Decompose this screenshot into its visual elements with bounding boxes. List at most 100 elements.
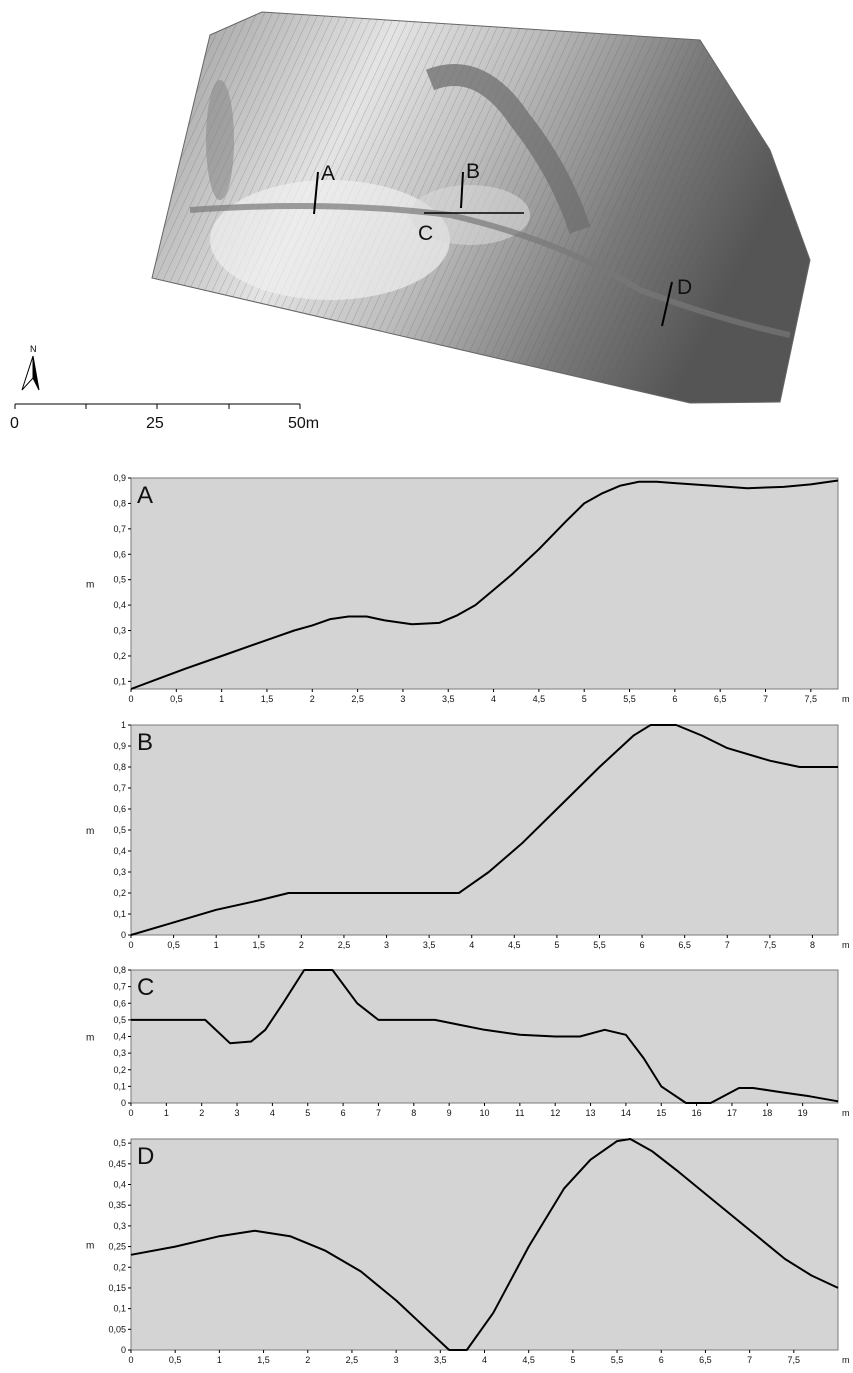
section-line-b (460, 171, 464, 209)
section-label-b: B (466, 160, 480, 183)
terrain-surface (151, 11, 811, 404)
x-tick-label-b-7: 3,5 (423, 940, 436, 950)
x-tick-label-a-13: 6,5 (714, 694, 727, 704)
x-tick-label-b-16: 8 (810, 940, 815, 950)
y-tick-label-b-1: 0,1 (113, 909, 126, 919)
x-tick-label-d-11: 5,5 (611, 1355, 624, 1365)
x-tick-label-a-11: 5,5 (623, 694, 636, 704)
y-tick-label-d-7: 0,35 (108, 1200, 126, 1210)
y-tick-label-a-4: 0,5 (113, 575, 126, 585)
x-tick-label-a-9: 4,5 (533, 694, 546, 704)
plot-area-b (130, 724, 839, 936)
x-tick-label-c-12: 12 (550, 1108, 560, 1118)
scale-label-50: 50m (288, 415, 319, 432)
x-tick-label-d-0: 0 (128, 1355, 133, 1365)
x-tick-label-c-9: 9 (447, 1108, 452, 1118)
y-tick-label-d-4: 0,2 (113, 1262, 126, 1272)
plot-area-a (130, 477, 839, 690)
x-tick-label-d-10: 5 (570, 1355, 575, 1365)
x-tick-label-c-4: 4 (270, 1108, 275, 1118)
y-tick-label-a-2: 0,3 (113, 626, 126, 636)
x-tick-label-a-3: 1,5 (261, 694, 274, 704)
y-tick-label-c-1: 0,1 (113, 1081, 126, 1091)
y-tick-label-b-4: 0,4 (113, 846, 126, 856)
y-tick-label-d-2: 0,1 (113, 1304, 126, 1314)
y-tick-label-c-3: 0,3 (113, 1048, 126, 1058)
y-tick-label-a-1: 0,2 (113, 651, 126, 661)
y-axis-label-c: m (86, 1033, 94, 1044)
x-tick-label-c-15: 15 (656, 1108, 666, 1118)
contour-map: A B C D N 0 25 50m (0, 0, 853, 440)
x-tick-label-c-16: 16 (692, 1108, 702, 1118)
y-tick-label-c-2: 0,2 (113, 1065, 126, 1075)
panel-label-b: B (137, 729, 153, 756)
scale-label-25: 25 (146, 415, 164, 432)
x-tick-label-c-6: 6 (341, 1108, 346, 1118)
x-tick-label-a-5: 2,5 (351, 694, 364, 704)
section-label-a: A (321, 162, 335, 185)
x-tick-label-b-6: 3 (384, 940, 389, 950)
x-tick-label-a-14: 7 (763, 694, 768, 704)
x-tick-label-d-3: 1,5 (257, 1355, 270, 1365)
y-tick-label-d-10: 0,5 (113, 1138, 126, 1148)
y-tick-label-c-8: 0,8 (113, 965, 126, 975)
y-tick-label-d-8: 0,4 (113, 1180, 126, 1190)
x-tick-label-b-11: 5,5 (593, 940, 606, 950)
x-tick-label-d-12: 6 (659, 1355, 664, 1365)
x-tick-label-d-9: 4,5 (522, 1355, 535, 1365)
panel-label-c: C (137, 974, 154, 1001)
y-axis-label-d: m (86, 1241, 94, 1252)
y-axis-label-b: m (86, 826, 94, 837)
x-tick-label-a-15: 7,5 (805, 694, 818, 704)
x-tick-label-b-5: 2,5 (338, 940, 351, 950)
x-tick-label-d-7: 3,5 (434, 1355, 447, 1365)
panel-label-a: A (137, 482, 153, 509)
y-tick-label-a-3: 0,4 (113, 600, 126, 610)
y-tick-label-c-6: 0,6 (113, 998, 126, 1008)
x-tick-label-c-7: 7 (376, 1108, 381, 1118)
y-tick-label-b-0: 0 (121, 930, 126, 940)
x-tick-label-d-2: 1 (217, 1355, 222, 1365)
y-tick-label-b-7: 0,7 (113, 783, 126, 793)
x-tick-label-d-6: 3 (394, 1355, 399, 1365)
x-tick-label-a-1: 0,5 (170, 694, 183, 704)
section-line-a (313, 171, 319, 215)
profile-charts: 0,1 0,2 0,3 0,4 0,5 0,6 0,7 0,8 0,9 0 0,5 1 1,5 2 2,5 3… (86, 473, 850, 1365)
x-tick-label-a-0: 0 (128, 694, 133, 704)
x-tick-label-d-13: 6,5 (699, 1355, 712, 1365)
x-tick-label-a-2: 1 (219, 694, 224, 704)
x-tick-label-c-17: 17 (727, 1108, 737, 1118)
y-tick-label-b-8: 0,8 (113, 762, 126, 772)
x-tick-label-d-14: 7 (747, 1355, 752, 1365)
plot-area-c (130, 969, 839, 1104)
scale-bar: 0 25 50m (10, 403, 319, 432)
x-tick-label-d-4: 2 (305, 1355, 310, 1365)
y-tick-label-b-5: 0,5 (113, 825, 126, 835)
x-tick-label-c-13: 13 (586, 1108, 596, 1118)
profile-line-a (130, 479, 839, 690)
x-tick-label-b-0: 0 (128, 940, 133, 950)
x-tick-label-c-8: 8 (411, 1108, 416, 1118)
y-tick-label-a-5: 0,6 (113, 549, 126, 559)
x-tick-label-b-10: 5 (554, 940, 559, 950)
x-unit-label-c: m (842, 1108, 850, 1118)
x-tick-label-c-11: 11 (515, 1108, 524, 1118)
x-tick-label-c-5: 5 (305, 1108, 310, 1118)
section-lines: A B C D (313, 160, 692, 327)
profile-line-b (130, 724, 838, 936)
scale-label-0: 0 (10, 415, 19, 432)
x-tick-label-b-3: 1,5 (253, 940, 266, 950)
x-tick-label-d-1: 0,5 (169, 1355, 182, 1365)
profile-line-c (131, 969, 839, 1104)
x-tick-label-a-7: 3,5 (442, 694, 455, 704)
panel-label-d: D (137, 1143, 154, 1170)
y-tick-label-a-8: 0,9 (113, 473, 126, 483)
profile-line-d (130, 1138, 839, 1351)
y-tick-label-d-5: 0,25 (108, 1242, 126, 1252)
x-tick-label-a-8: 4 (491, 694, 496, 704)
y-tick-label-b-6: 0,6 (113, 804, 126, 814)
y-tick-label-d-6: 0,3 (113, 1221, 126, 1231)
north-label: N (30, 344, 37, 354)
x-unit-label-d: m (842, 1355, 850, 1365)
x-tick-label-a-10: 5 (582, 694, 587, 704)
